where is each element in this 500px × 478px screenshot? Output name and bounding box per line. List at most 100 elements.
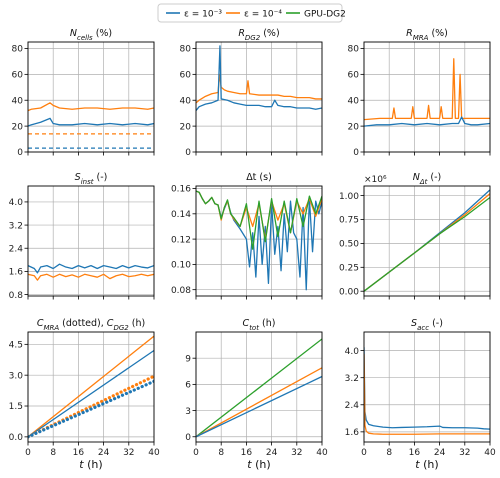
y-tick-label: 0.08 — [171, 286, 191, 296]
plot-area — [196, 45, 322, 111]
subplot-title: CMRA (dotted), CDG2 (h) — [37, 318, 145, 332]
axes-frame — [363, 331, 491, 443]
x-tick-label: 16 — [409, 448, 421, 458]
x-tick-label: 40 — [148, 448, 160, 458]
y-tick-label: 3.2 — [345, 374, 359, 384]
subplot-7: 0 8 16 24 32 40 0.0 1.5 3.0 4.5 CMRA (dotted), CDG… — [9, 318, 160, 471]
y-tick-label: 2.4 — [345, 401, 360, 411]
series-eps4-solid — [364, 58, 490, 121]
x-tick-label: 0 — [25, 448, 31, 458]
plot-area — [196, 338, 322, 438]
x-tick-label: 0 — [361, 448, 367, 458]
subplot-3: 0 20 40 60 80 RMRA (%) — [348, 28, 491, 158]
series-eps3-solid — [28, 349, 154, 438]
plot-area — [364, 347, 490, 435]
series-eps3-solid — [28, 117, 154, 127]
subplot-2: 0 20 40 60 80 RDG2 (%) — [180, 28, 323, 158]
y-tick-label: 1.6 — [345, 428, 360, 438]
y-tick-label: 6 — [185, 381, 191, 391]
y-tick-label: 3.2 — [9, 221, 23, 231]
y-tick-label: 0 — [185, 148, 191, 158]
x-tick-label: 40 — [316, 448, 328, 458]
subplot-title: RDG2 (%) — [238, 28, 279, 42]
y-tick-label: 60 — [180, 71, 192, 81]
legend: ε = 10⁻³ ε = 10⁻⁴ GPU-DG2 — [157, 3, 346, 23]
subplot-9: 0 8 16 24 32 40 1.6 2.4 3.2 4.0 Sacc (-) t (h) — [345, 318, 496, 471]
series-eps4-solid — [196, 367, 322, 438]
series-gpu-solid — [196, 190, 322, 250]
x-tick-label: 16 — [73, 448, 85, 458]
axes-frame — [363, 185, 491, 297]
y-tick-label: 1.6 — [9, 268, 24, 278]
y-tick-label: 80 — [348, 45, 360, 55]
subplot-1: 0 20 40 60 80 Ncells (%) — [12, 28, 155, 158]
series-eps3-solid — [364, 116, 490, 127]
series-eps4-solid — [28, 335, 154, 438]
x-tick-label: 40 — [484, 448, 496, 458]
axes-frame — [27, 331, 155, 443]
x-tick-label: 32 — [291, 448, 302, 458]
y-tick-label: 20 — [348, 122, 360, 132]
plot-area — [364, 189, 490, 292]
subplot-title: Ctot (h) — [243, 318, 276, 332]
y-tick-label: 3 — [185, 407, 191, 417]
y-tick-label: 3.0 — [9, 371, 24, 381]
axis-multiplier: ×10⁶ — [364, 175, 387, 185]
y-tick-label: 40 — [180, 96, 192, 106]
subplot-title: Sacc (-) — [411, 318, 443, 332]
axes-frame — [195, 185, 323, 297]
x-tick-label: 24 — [434, 448, 446, 458]
y-tick-label: 0.8 — [9, 291, 24, 301]
x-tick-label: 32 — [459, 448, 470, 458]
legend-frame — [157, 3, 343, 23]
plot-area — [28, 335, 154, 439]
subplot-6: 0.00 0.25 0.50 0.75 1.00 ×10⁶ NΔt (-) — [339, 172, 491, 300]
x-axis-label: t (h) — [415, 458, 438, 471]
y-tick-label: 80 — [180, 45, 192, 55]
axes-frame — [195, 41, 323, 153]
subplot-title: Ncells (%) — [70, 28, 112, 42]
y-tick-label: 0 — [17, 148, 23, 158]
y-tick-label: 60 — [12, 71, 24, 81]
subplot-4: 0.8 1.6 2.4 3.2 4.0 Sinst (-) — [9, 172, 155, 301]
y-tick-label: 20 — [180, 122, 192, 132]
x-tick-label: 24 — [266, 448, 278, 458]
y-tick-label: 0 — [185, 433, 191, 443]
y-tick-label: 0 — [353, 148, 359, 158]
subplot-title: Sinst (-) — [75, 172, 108, 186]
plot-area — [196, 190, 322, 291]
y-tick-label: 0.0 — [9, 433, 24, 443]
y-tick-label: 9 — [185, 354, 191, 364]
y-tick-label: 0.75 — [339, 216, 359, 226]
series-gpu-solid — [364, 196, 490, 292]
series-eps4-dotted — [28, 374, 154, 439]
y-tick-label: 0.14 — [171, 210, 191, 220]
legend-label: ε = 10⁻³ — [184, 10, 222, 20]
x-axis-label: t (h) — [247, 458, 270, 471]
subplot-title: NΔt (-) — [413, 172, 442, 186]
y-tick-label: 0.25 — [339, 264, 359, 274]
series-eps3-solid — [364, 347, 490, 430]
y-tick-label: 0.12 — [171, 235, 191, 245]
x-tick-label: 16 — [241, 448, 253, 458]
series-eps4-solid — [196, 73, 322, 104]
series-gpu-solid — [196, 338, 322, 438]
series-eps4-solid — [28, 273, 154, 281]
series-eps3-solid — [364, 189, 490, 292]
legend-label: ε = 10⁻⁴ — [244, 10, 282, 20]
legend-label: GPU-DG2 — [304, 10, 346, 20]
y-tick-label: 0.10 — [171, 261, 191, 271]
plot-area — [28, 102, 154, 149]
subplot-8: 0 8 16 24 32 40 0 3 6 9 Ctot (h) t (h) — [185, 318, 328, 471]
y-tick-label: 4.0 — [345, 347, 360, 357]
y-tick-label: 0.50 — [339, 240, 359, 250]
y-tick-label: 40 — [12, 96, 24, 106]
axes-frame — [363, 41, 491, 153]
y-tick-label: 80 — [12, 45, 24, 55]
y-tick-label: 2.4 — [9, 244, 24, 254]
subplot-title: RMRA (%) — [406, 28, 448, 42]
plot-area — [364, 58, 490, 127]
y-tick-label: 60 — [348, 71, 360, 81]
